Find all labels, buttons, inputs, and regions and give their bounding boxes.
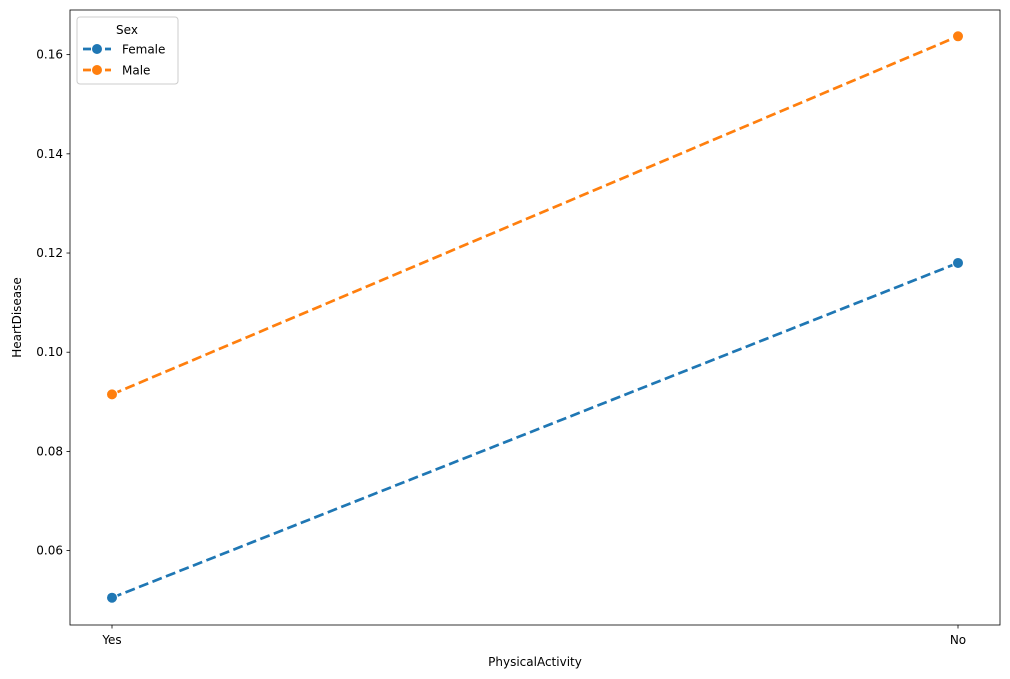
x-tick-label: Yes <box>101 633 121 647</box>
y-tick-label: 0.10 <box>36 345 63 359</box>
y-tick-label: 0.12 <box>36 246 63 260</box>
y-axis-label: HeartDisease <box>10 277 24 358</box>
y-tick-label: 0.06 <box>36 544 63 558</box>
legend-marker-male <box>91 64 103 76</box>
point-male-yes <box>106 388 118 401</box>
point-female-yes <box>106 591 118 604</box>
legend-entries: Female Male <box>83 43 165 78</box>
y-tick-label: 0.14 <box>36 147 63 161</box>
series-line-male <box>111 35 959 396</box>
series-line-female <box>111 261 959 599</box>
x-axis: Yes No <box>101 625 966 647</box>
y-tick-label: 0.08 <box>36 444 63 458</box>
y-axis: 0.06 0.08 0.10 0.12 0.14 0.16 <box>36 48 70 558</box>
y-tick-label: 0.16 <box>36 48 63 62</box>
point-female-no <box>952 256 964 269</box>
legend-marker-female <box>91 43 103 55</box>
point-male-no <box>952 30 964 43</box>
plot-content <box>106 30 964 604</box>
plot-frame <box>69 9 1001 626</box>
x-tick-label: No <box>950 633 966 647</box>
legend-label-male: Male <box>122 64 150 78</box>
legend-title: Sex <box>116 23 138 37</box>
legend-label-female: Female <box>122 43 165 57</box>
legend: Sex Female Male <box>76 16 179 85</box>
x-axis-label: PhysicalActivity <box>488 655 582 669</box>
